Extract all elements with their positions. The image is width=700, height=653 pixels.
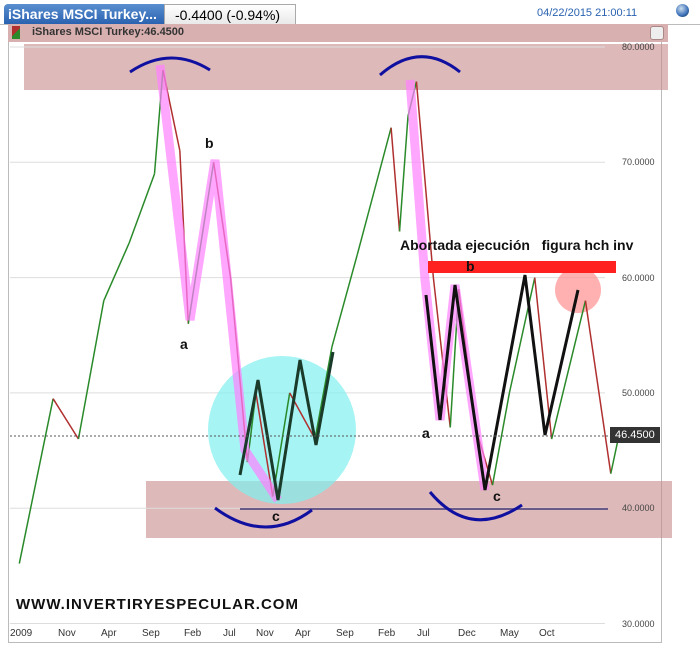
black-w-left [238, 351, 335, 501]
price-segment [356, 127, 392, 255]
label-a-left: a [180, 336, 188, 352]
x-tick-label: Apr [295, 628, 311, 639]
x-tick-label: Nov [256, 628, 274, 639]
y-tick-label: 60.0000 [622, 272, 655, 283]
pink-wave-left [155, 64, 282, 503]
x-tick-label: Apr [101, 628, 117, 639]
x-tick-label: Feb [378, 628, 396, 639]
x-tick-label: Oct [539, 628, 555, 639]
x-tick-label: Sep [142, 628, 160, 639]
tab-change[interactable]: -0.4400 (-0.94%) [164, 4, 296, 25]
price-segment [398, 116, 409, 232]
y-tick-label: 50.0000 [622, 387, 655, 398]
x-tick-label: Jul [223, 628, 236, 639]
top-arc-left [129, 56, 211, 74]
price-segment [415, 81, 435, 278]
label-c-left: c [272, 508, 280, 524]
label-b-right: b [466, 258, 475, 274]
price-segment [52, 398, 80, 440]
price-segment [18, 398, 54, 564]
price-segment [491, 392, 511, 486]
plot-frame [8, 42, 662, 643]
price-segment [314, 346, 333, 440]
y-tick-label: 40.0000 [622, 503, 655, 514]
price-segment [508, 277, 536, 394]
last-price-tag: 46.4500 [610, 427, 660, 443]
cyan-circle [208, 356, 356, 504]
resistance-zone [24, 44, 668, 90]
globe-icon[interactable] [676, 4, 689, 17]
label-b-left: b [205, 135, 214, 151]
x-tick-label: Dec [458, 628, 476, 639]
top-arc-right [379, 55, 461, 77]
watermark: WWW.INVERTIRYESPECULAR.COM [16, 596, 299, 613]
annotation-note: Abortada ejecución figura hch inv [400, 237, 634, 253]
label-a-right: a [422, 425, 430, 441]
y-tick-label: 70.0000 [622, 157, 655, 168]
price-segment [601, 415, 612, 474]
price-segment [584, 300, 604, 417]
y-tick-label: 80.0000 [622, 42, 655, 52]
price-segment [432, 277, 451, 428]
x-tick-label: Sep [336, 628, 354, 639]
tab-bar: iShares MSCI Turkey... -0.4400 (-0.94%) … [0, 0, 700, 25]
minimize-button[interactable] [650, 26, 664, 40]
price-segment [103, 242, 130, 301]
price-segment [390, 127, 401, 232]
bottom-arc-left [214, 506, 313, 529]
black-w-right [424, 274, 580, 491]
bottom-arc-right [428, 491, 523, 522]
price-segment [128, 173, 156, 244]
price-segment [77, 300, 105, 440]
label-c-right: c [493, 488, 501, 504]
x-tick-label: Nov [58, 628, 76, 639]
series-label: iShares MSCI Turkey:46.4500 [32, 26, 185, 38]
tab-symbol[interactable]: iShares MSCI Turkey... [4, 4, 168, 24]
x-tick-label: Jul [417, 628, 430, 639]
price-segment [331, 254, 359, 347]
y-tick-label: 30.0000 [622, 618, 655, 629]
timestamp: 04/22/2015 21:00:11 [537, 7, 638, 19]
chart-header: iShares MSCI Turkey:46.4500 [8, 24, 668, 42]
candle-icon [12, 26, 20, 39]
x-tick-label: May [500, 628, 519, 639]
price-segment [255, 392, 274, 497]
x-tick-label: Feb [184, 628, 202, 639]
neckline-bar [428, 261, 616, 273]
price-segment [550, 300, 587, 440]
x-tick-label: 2009 [10, 628, 33, 639]
